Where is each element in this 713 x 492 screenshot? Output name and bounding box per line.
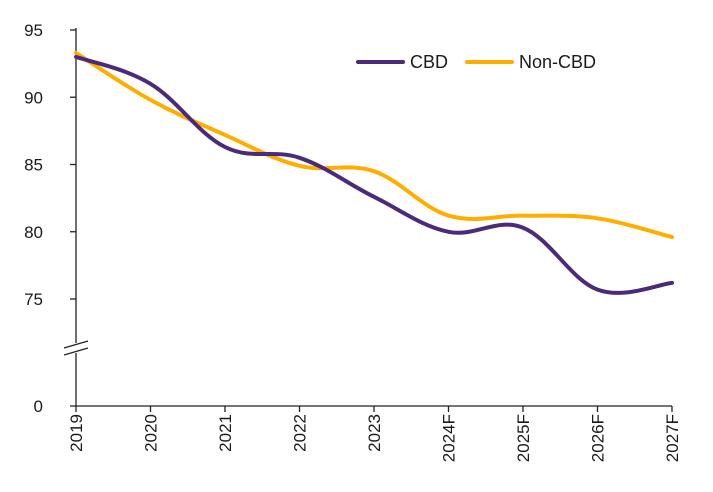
series-line-non-cbd (74, 50, 674, 240)
legend: CBD Non-CBD (356, 52, 596, 72)
x-tick-label: 2021 (216, 414, 235, 452)
x-tick-label: 2019 (67, 414, 86, 452)
x-tick-label: 2020 (142, 414, 161, 452)
x-tick-label: 2026F (589, 414, 608, 462)
legend-label-non-cbd: Non-CBD (519, 52, 596, 72)
x-axis-ticks: 2019 2020 2021 2022 2023 2024F 2025F 2026F 2027F (67, 406, 682, 462)
x-tick-label: 2023 (365, 414, 384, 452)
x-tick-label: 2025F (514, 414, 533, 462)
y-tick-label: 75 (24, 290, 43, 309)
y-tick-label: 85 (24, 156, 43, 175)
y-tick-label: 95 (24, 21, 43, 40)
x-tick-label: 2022 (291, 414, 310, 452)
legend-label-cbd: CBD (410, 52, 448, 72)
axis-break-mark (63, 340, 89, 356)
y-tick-label: 80 (24, 223, 43, 242)
y-axis-ticks: 95 90 85 80 75 0 (24, 21, 76, 416)
x-tick-label: 2027F (663, 414, 682, 462)
x-tick-label: 2024F (440, 414, 459, 462)
series-lines (74, 50, 674, 295)
y-tick-label: 90 (24, 88, 43, 107)
series-line-cbd (74, 54, 674, 295)
y-tick-label: 0 (34, 397, 43, 416)
